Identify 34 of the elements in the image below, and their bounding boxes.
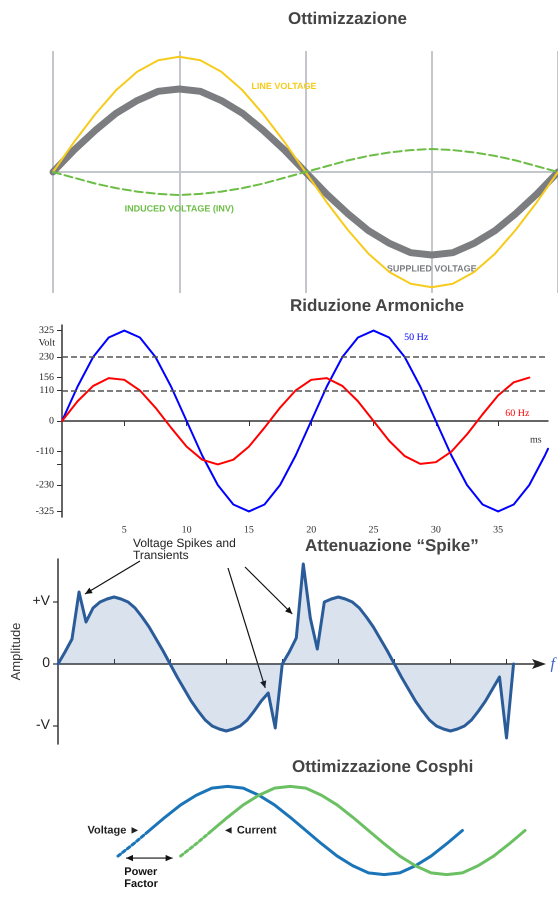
chart-title: Attenuazione “Spike” xyxy=(305,536,479,555)
series-label: LINE VOLTAGE xyxy=(251,81,317,92)
annotation: Power Factor xyxy=(124,866,160,890)
y-tick-label: 110 xyxy=(39,384,54,396)
chart-title: Ottimizzazione xyxy=(288,9,408,28)
series-label: SUPPLIED VOLTAGE xyxy=(386,263,477,274)
chart-title: Riduzione Armoniche xyxy=(290,296,464,315)
series-label: 60 Hz xyxy=(505,408,530,420)
y-tick-label: -230 xyxy=(36,480,54,490)
series-label: ◄ Current xyxy=(222,824,277,836)
x-axis-title: ms xyxy=(530,434,542,446)
y-tick-label: 0 xyxy=(49,416,54,426)
chart-title: Ottimizzazione Cosphi xyxy=(292,757,474,776)
x-tick-label: 10 xyxy=(182,524,192,536)
series-label: 50 Hz xyxy=(404,332,429,344)
x-axis-title: f xyxy=(550,656,558,672)
y-tick-label: -325 xyxy=(36,506,54,517)
text: -V xyxy=(36,716,51,732)
x-tick-label: 25 xyxy=(368,524,379,536)
y-tick-label: 156 xyxy=(39,372,54,384)
x-tick-label: 20 xyxy=(306,524,316,536)
series-label: Voltage ► xyxy=(87,824,140,836)
x-tick-label: 35 xyxy=(493,524,504,536)
text: Voltage Spikes and Transients xyxy=(133,536,240,562)
y-axis-title: Amplitude xyxy=(8,622,23,680)
y-tick-label: -110 xyxy=(36,446,54,458)
y-axis-title: Volt xyxy=(38,338,56,348)
y-tick-label: 230 xyxy=(39,352,54,362)
y-tick-label: 325 xyxy=(39,325,54,336)
text: +V xyxy=(32,592,51,608)
x-tick-label: 5 xyxy=(122,524,127,536)
x-tick-label: 15 xyxy=(244,524,254,536)
x-tick-label: 30 xyxy=(430,524,441,536)
series-label: INDUCED VOLTAGE (INV) xyxy=(124,204,234,214)
